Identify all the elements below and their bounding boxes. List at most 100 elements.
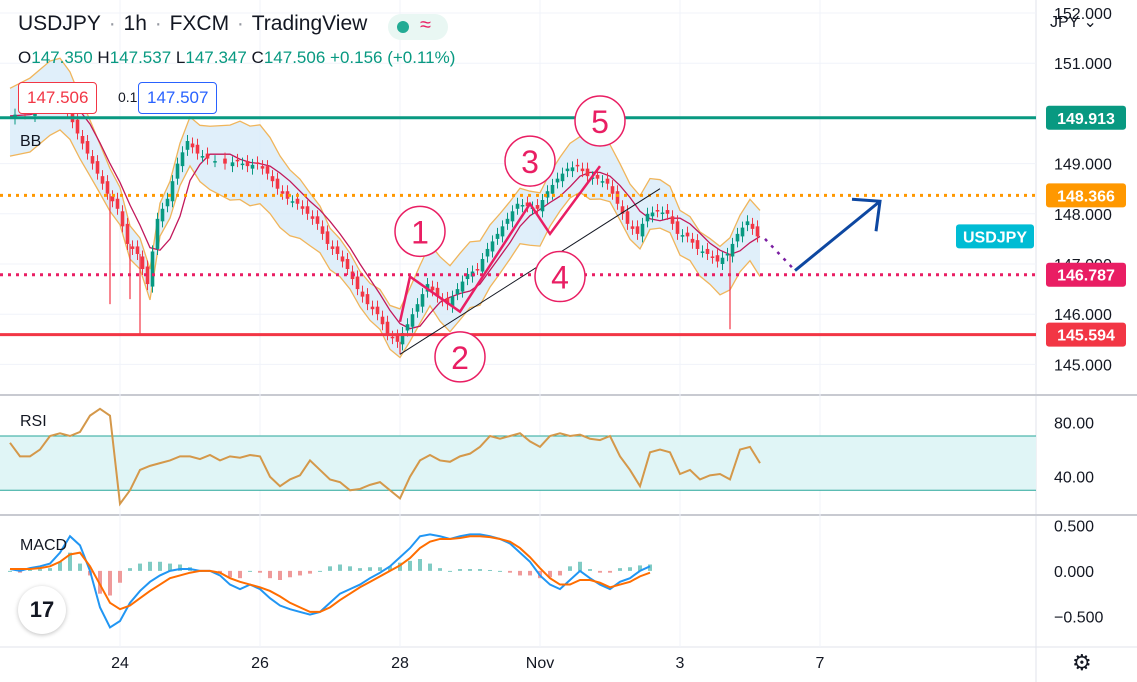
candle-body bbox=[620, 206, 625, 214]
macd-histogram-bar bbox=[78, 563, 82, 571]
market-open-icon bbox=[397, 21, 409, 33]
macd-histogram-bar bbox=[378, 567, 382, 571]
macd-histogram-bar bbox=[268, 570, 272, 579]
rsi-line bbox=[9, 407, 761, 507]
candle-body bbox=[205, 153, 210, 159]
candle-body bbox=[435, 287, 440, 297]
ohlc-readout: O147.350 H147.537 L147.347 C147.506 +0.1… bbox=[18, 48, 456, 67]
candle-body bbox=[185, 141, 190, 150]
tradingview-logo-icon[interactable]: 17 bbox=[18, 586, 66, 634]
time-tick-label: Nov bbox=[526, 655, 554, 672]
candle-body bbox=[575, 164, 580, 167]
macd-histogram-bar bbox=[288, 570, 292, 578]
rsi-tick-label: 80.00 bbox=[1054, 415, 1094, 432]
candle-body bbox=[120, 211, 125, 227]
sell-price-button[interactable]: 147.506 bbox=[18, 82, 98, 114]
price-tick-label: 148.000 bbox=[1054, 207, 1112, 224]
candle-body bbox=[635, 226, 640, 234]
candle-body bbox=[200, 156, 205, 158]
candle-body bbox=[735, 233, 740, 242]
macd-histogram-bar bbox=[298, 570, 302, 576]
macd-histogram-bar bbox=[128, 568, 132, 571]
macd-histogram-bar bbox=[648, 564, 652, 571]
candle-body bbox=[100, 176, 105, 184]
candle-body bbox=[355, 276, 360, 290]
candle-body bbox=[130, 246, 135, 249]
chevron-down-icon: ⌄ bbox=[1083, 14, 1097, 31]
candle-body bbox=[165, 198, 170, 207]
macd-histogram-bar bbox=[308, 570, 312, 574]
candle-body bbox=[605, 178, 610, 184]
candle-body bbox=[275, 178, 280, 189]
market-status-badges[interactable]: ≈ bbox=[388, 14, 448, 40]
macd-histogram-bar bbox=[358, 568, 362, 571]
forecast-arrowhead bbox=[851, 197, 882, 232]
price-tick-label: 149.000 bbox=[1054, 157, 1112, 174]
macd-histogram-bar bbox=[468, 569, 472, 571]
candle-body bbox=[515, 203, 520, 209]
settings-gear-icon[interactable]: ⚙ bbox=[1072, 650, 1092, 675]
candle-body bbox=[755, 226, 760, 237]
interval[interactable]: 1h bbox=[123, 12, 147, 35]
candle-body bbox=[665, 210, 670, 214]
macd-tick-label: 0.500 bbox=[1054, 518, 1094, 535]
candle-body bbox=[390, 336, 395, 339]
time-tick-label: 28 bbox=[391, 655, 409, 672]
macd-histogram-bar bbox=[548, 570, 552, 578]
macd-histogram-bar bbox=[58, 561, 62, 571]
candle-body bbox=[525, 202, 530, 207]
macd-histogram-bar bbox=[178, 564, 182, 571]
macd-histogram-bar bbox=[118, 570, 122, 583]
candle-body bbox=[460, 281, 465, 292]
macd-histogram-bar bbox=[458, 569, 462, 571]
macd-histogram-bar bbox=[428, 563, 432, 571]
candle-body bbox=[80, 136, 85, 144]
candle-body bbox=[290, 201, 295, 203]
candle-body bbox=[495, 233, 500, 239]
wave-label-2: 2 bbox=[451, 340, 469, 376]
price-tick-label: 145.000 bbox=[1054, 357, 1112, 374]
candle-body bbox=[640, 223, 645, 237]
candle-body bbox=[170, 181, 175, 202]
level-price-tag bbox=[1046, 183, 1126, 208]
candle-body bbox=[410, 314, 415, 327]
bollinger-lower-band bbox=[9, 129, 761, 359]
candle-body bbox=[730, 243, 735, 257]
candle-body bbox=[213, 161, 217, 163]
wave-label-circle bbox=[574, 95, 626, 147]
macd-histogram-bar bbox=[508, 570, 512, 573]
candle-body bbox=[365, 294, 370, 305]
candle-body bbox=[330, 246, 335, 249]
rsi-tick-label: 40.00 bbox=[1054, 470, 1094, 487]
level-price-tag bbox=[1046, 322, 1126, 347]
price-tick-label: 146.000 bbox=[1054, 307, 1112, 324]
candle-body bbox=[405, 324, 410, 331]
macd-histogram-bar bbox=[258, 570, 262, 573]
candle-body bbox=[535, 205, 540, 209]
macd-histogram-bar bbox=[28, 569, 32, 571]
level-price-tag bbox=[1046, 262, 1126, 287]
symbol-name[interactable]: USDJPY bbox=[18, 12, 101, 35]
candle-body bbox=[385, 321, 390, 335]
candle-body bbox=[455, 289, 460, 295]
candle-body bbox=[180, 152, 185, 167]
macd-histogram-bar bbox=[338, 564, 342, 571]
macd-histogram-bar bbox=[598, 570, 602, 573]
currency-selector[interactable]: JPY ⌄ bbox=[1050, 14, 1097, 31]
candle-body bbox=[85, 141, 90, 154]
candle-body bbox=[360, 291, 365, 297]
candle-body bbox=[235, 159, 240, 162]
candle-body bbox=[450, 296, 455, 307]
candle-body bbox=[115, 198, 120, 209]
macd-histogram-bar bbox=[278, 570, 282, 580]
candle-body bbox=[630, 226, 635, 229]
macd-histogram-bar bbox=[558, 570, 562, 576]
candle-body bbox=[245, 161, 250, 167]
buy-price-button[interactable]: 147.507 bbox=[138, 82, 218, 114]
candle-body bbox=[160, 208, 165, 222]
candle-body bbox=[310, 216, 315, 219]
candle-body bbox=[710, 256, 715, 258]
candle-body bbox=[240, 163, 245, 166]
candle-body bbox=[675, 221, 680, 234]
